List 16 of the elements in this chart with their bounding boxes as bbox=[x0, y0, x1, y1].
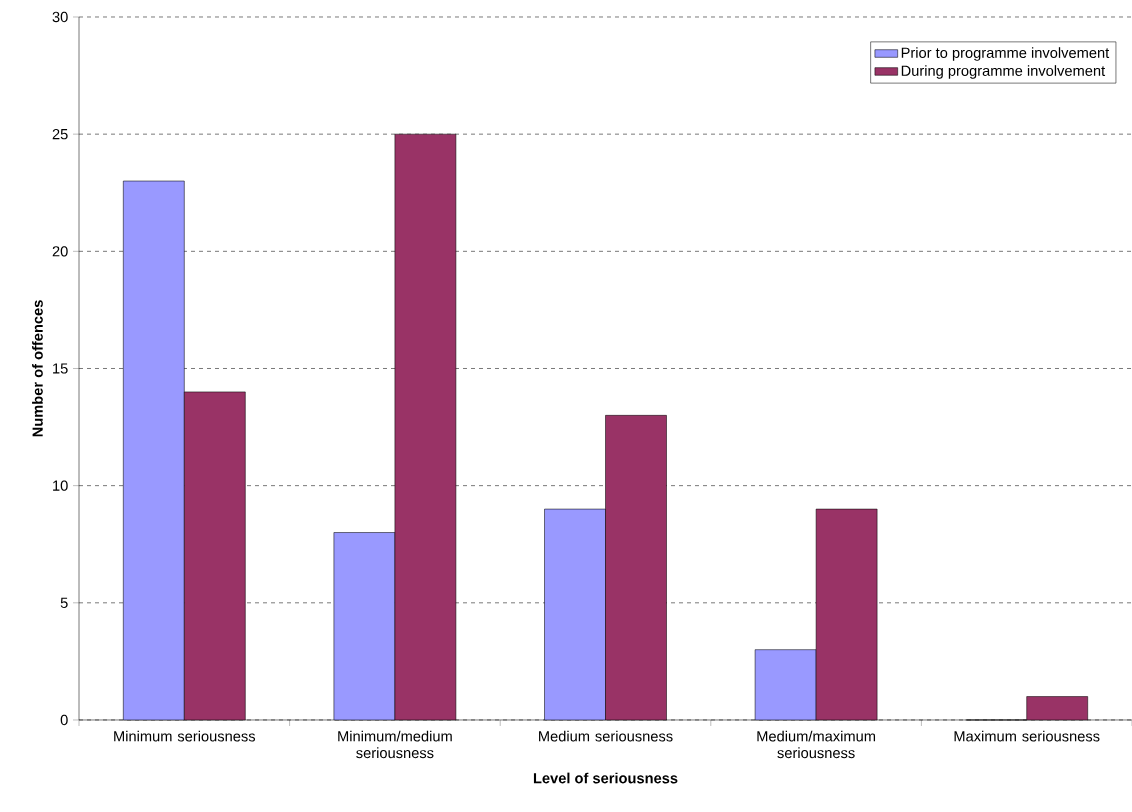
x-tick-label: Minimum seriousness bbox=[114, 730, 256, 742]
x-tick-label: Minimum/medium seriousness bbox=[338, 730, 452, 759]
y-tick-label: 0 bbox=[60, 714, 68, 726]
x-tick-label: Maximum seriousness bbox=[954, 730, 1100, 742]
x-tick-label: Medium/maximum seriousness bbox=[757, 730, 876, 759]
y-axis-title: Number of offences bbox=[32, 300, 43, 437]
legend-label: Prior to programme involvement bbox=[901, 47, 1110, 61]
y-tick-label: 20 bbox=[52, 246, 68, 257]
x-axis-title: Level of seriousness bbox=[533, 772, 678, 784]
y-tick-label: 25 bbox=[52, 128, 68, 140]
y-tick-label: 5 bbox=[60, 597, 68, 608]
x-tick-label: Medium seriousness bbox=[539, 730, 673, 742]
y-tick-label: 10 bbox=[53, 480, 68, 491]
y-tick-label: 15 bbox=[53, 363, 68, 374]
y-tick-label: 30 bbox=[52, 11, 68, 23]
legend-label: During programme involvement bbox=[901, 65, 1106, 79]
